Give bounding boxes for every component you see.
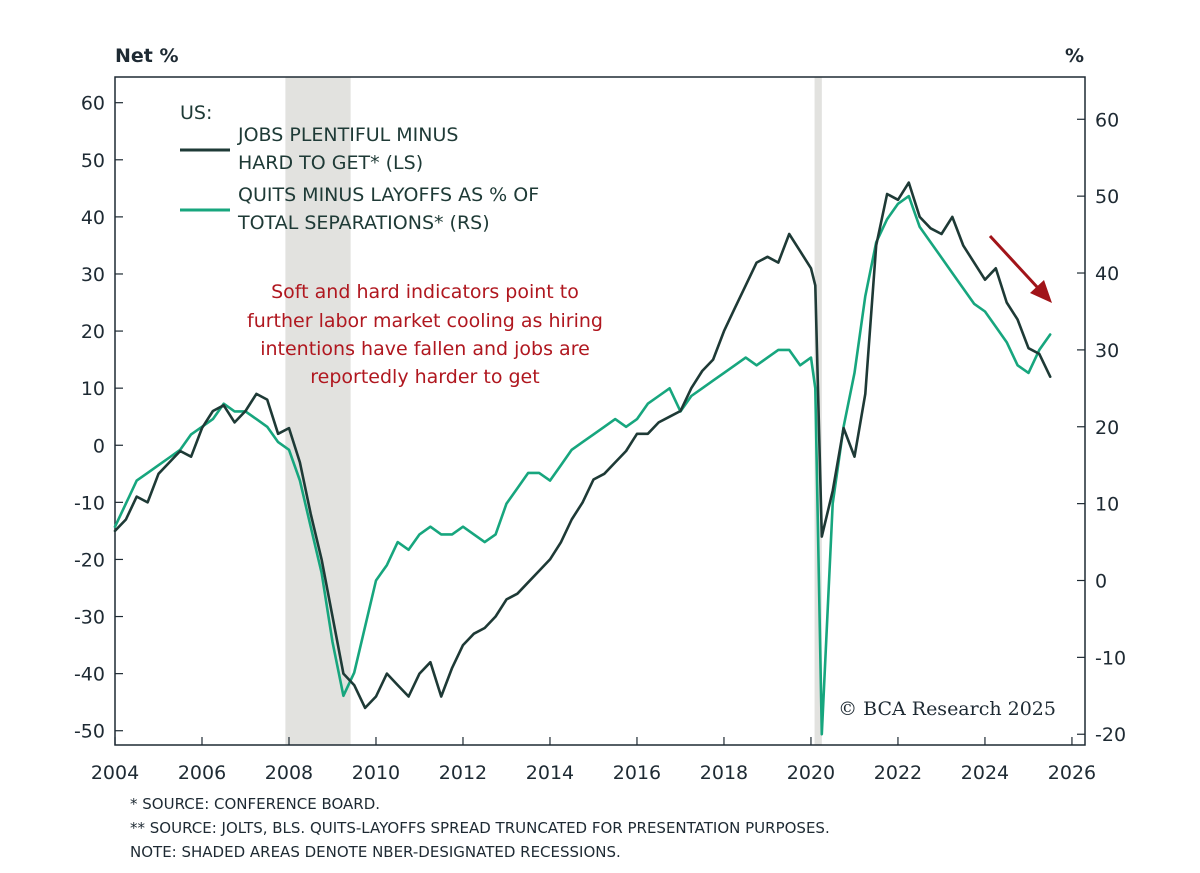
right-tick-label-3: 30 — [1095, 340, 1119, 362]
left-axis-unit: Net % — [115, 45, 179, 67]
x-tick-label-7: 2018 — [700, 762, 748, 784]
right-tick-label-7: -10 — [1095, 647, 1126, 669]
chart: 2004 2006 2008 2010 2012 2014 2016 2018 2020 2022… — [74, 45, 1126, 784]
legend-title: US: — [180, 102, 212, 124]
x-tick-label-4: 2012 — [439, 762, 487, 784]
axes — [114, 76, 1086, 746]
legend-label-quits-line1: QUITS MINUS LAYOFFS AS % OF — [238, 184, 539, 206]
annotation: Soft and hard indicators point to furthe… — [247, 281, 603, 388]
annotation-line-3: intentions have fallen and jobs are — [260, 338, 590, 360]
series-lines — [113, 181, 1052, 736]
series-line-quits-minus-layoffs — [113, 194, 1052, 736]
right-tick-label-4: 20 — [1095, 417, 1119, 439]
left-tick-label-11: -50 — [74, 721, 105, 743]
trend-arrow-icon — [988, 234, 1052, 303]
plot-frame — [114, 76, 1086, 746]
right-tick-label-0: 60 — [1095, 109, 1119, 131]
series-line-jobs-plentiful — [113, 181, 1052, 710]
left-tick-label-7: -10 — [74, 492, 105, 514]
left-tick-label-0: 60 — [81, 93, 105, 115]
left-tick-label-6: 0 — [93, 435, 105, 457]
left-tick-label-2: 40 — [81, 207, 105, 229]
left-tick-label-8: -20 — [74, 549, 105, 571]
x-tick-label-6: 2016 — [613, 762, 661, 784]
right-tick-label-5: 10 — [1095, 494, 1119, 516]
annotation-line-4: reportedly harder to get — [310, 366, 539, 388]
tick-labels: 2004 2006 2008 2010 2012 2014 2016 2018 2020 2022… — [74, 93, 1126, 784]
left-tick-label-1: 50 — [81, 150, 105, 172]
right-tick-label-8: -20 — [1095, 724, 1126, 746]
x-tick-label-0: 2004 — [91, 762, 139, 784]
x-tick-label-10: 2024 — [961, 762, 1009, 784]
footnote-2: ** SOURCE: JOLTS, BLS. QUITS-LAYOFFS SPR… — [130, 819, 830, 837]
right-axis-unit: % — [1065, 45, 1084, 67]
footnote-3: NOTE: SHADED AREAS DENOTE NBER-DESIGNATE… — [130, 843, 621, 861]
legend-label-quits-line2: TOTAL SEPARATIONS* (RS) — [237, 212, 490, 234]
legend: US: JOBS PLENTIFUL MINUS HARD TO GET* (L… — [180, 102, 539, 234]
x-tick-label-1: 2006 — [178, 762, 226, 784]
right-tick-label-6: 0 — [1095, 570, 1107, 592]
recession-band-1 — [285, 77, 351, 745]
x-tick-label-5: 2014 — [526, 762, 574, 784]
legend-label-jobs-line2: HARD TO GET* (LS) — [238, 152, 423, 174]
copyright-text: © BCA Research 2025 — [838, 698, 1056, 720]
legend-label-jobs-line1: JOBS PLENTIFUL MINUS — [237, 124, 458, 146]
x-tick-label-8: 2020 — [787, 762, 835, 784]
left-tick-label-10: -40 — [74, 664, 105, 686]
x-tick-label-2: 2008 — [265, 762, 313, 784]
left-tick-label-4: 20 — [81, 321, 105, 343]
right-tick-label-1: 50 — [1095, 186, 1119, 208]
recession-shading — [285, 77, 822, 745]
annotation-line-1: Soft and hard indicators point to — [271, 281, 579, 303]
annotation-line-2: further labor market cooling as hiring — [247, 310, 603, 332]
left-tick-label-9: -30 — [74, 607, 105, 629]
left-tick-label-3: 30 — [81, 264, 105, 286]
x-tick-label-9: 2022 — [874, 762, 922, 784]
x-tick-label-3: 2010 — [352, 762, 400, 784]
right-tick-label-2: 40 — [1095, 263, 1119, 285]
footnote-1: * SOURCE: CONFERENCE BOARD. — [130, 795, 381, 813]
left-tick-label-5: 10 — [81, 378, 105, 400]
x-tick-label-11: 2026 — [1048, 762, 1096, 784]
